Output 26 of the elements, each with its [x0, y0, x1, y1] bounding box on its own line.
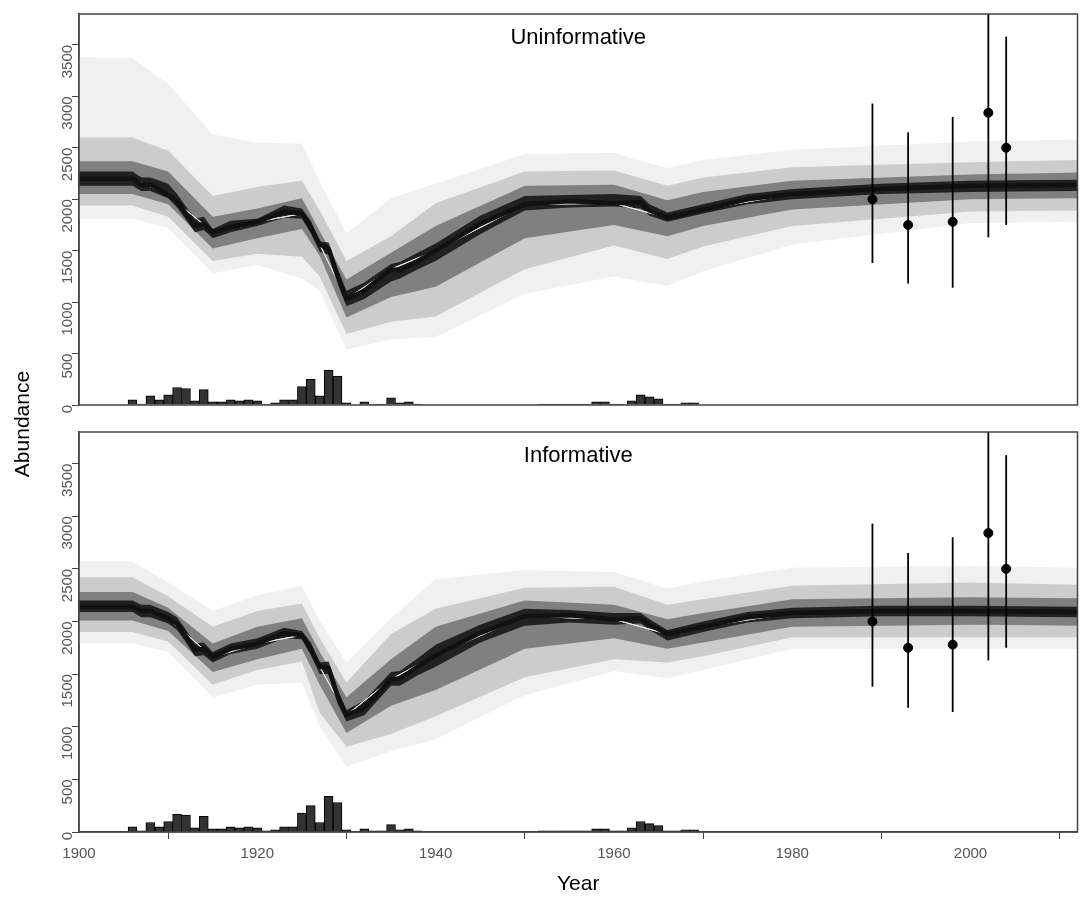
y-tick-label: 0	[58, 832, 76, 841]
y-tick-label: 2500	[58, 568, 76, 603]
y-tick-label: 2500	[58, 147, 76, 182]
text: Uninformative	[510, 24, 647, 50]
y-tick-label: 2000	[58, 621, 76, 655]
y-tick-label: 3000	[58, 516, 76, 550]
x-axis-title: Year	[557, 871, 600, 895]
text: Informative	[523, 442, 633, 468]
x-tick-label: 1900	[62, 844, 96, 862]
y-axis-title: Abundance	[10, 370, 34, 478]
y-tick-label: 1500	[58, 674, 76, 708]
y-tick-label: 0	[58, 405, 76, 414]
x-tick-label: 1940	[418, 844, 453, 862]
y-tick-label: 500	[58, 779, 76, 805]
x-tick-label: 1920	[240, 844, 274, 862]
x-tick-label: 2000	[953, 844, 988, 862]
y-tick-label: 2000	[58, 199, 76, 233]
y-tick-label: 3500	[58, 463, 76, 497]
y-tick-label: 3000	[58, 96, 76, 130]
y-tick-label: 3500	[58, 44, 76, 79]
x-tick-label: 1960	[597, 844, 631, 862]
y-tick-label: 1500	[58, 250, 76, 285]
y-tick-label: 1000	[58, 302, 76, 336]
x-tick-label: 1980	[775, 844, 809, 862]
y-tick-label: 500	[58, 353, 76, 379]
y-tick-label: 1000	[58, 726, 76, 761]
